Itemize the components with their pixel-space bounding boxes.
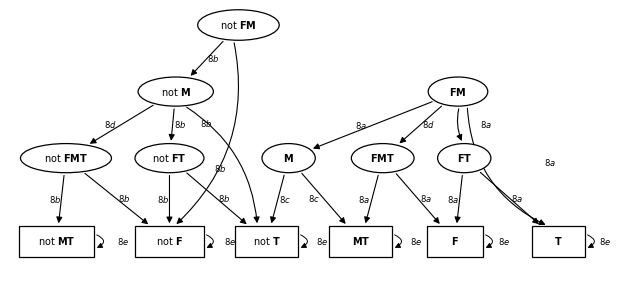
Text: $\mathit{8a}$: $\mathit{8a}$ (420, 193, 431, 204)
FancyBboxPatch shape (330, 226, 392, 257)
Ellipse shape (198, 10, 279, 40)
Text: $\mathit{8e}$: $\mathit{8e}$ (224, 236, 236, 247)
Ellipse shape (135, 143, 204, 173)
Text: $\mathit{8b}$: $\mathit{8b}$ (118, 193, 131, 204)
Text: $\mathit{8d}$: $\mathit{8d}$ (422, 119, 435, 130)
Text: $\mathbf{FT}$: $\mathbf{FT}$ (456, 152, 472, 164)
Text: not $\mathbf{FT}$: not $\mathbf{FT}$ (152, 152, 187, 164)
Text: $\mathit{8a}$: $\mathit{8a}$ (479, 119, 492, 130)
Text: $\mathit{8a}$: $\mathit{8a}$ (358, 194, 371, 205)
Text: $\mathit{8b}$: $\mathit{8b}$ (207, 53, 219, 64)
Text: $\mathit{8c}$: $\mathit{8c}$ (308, 193, 320, 204)
Text: $\mathit{8b}$: $\mathit{8b}$ (174, 119, 186, 130)
Text: $\mathbf{FMT}$: $\mathbf{FMT}$ (370, 152, 396, 164)
Text: not $\mathbf{MT}$: not $\mathbf{MT}$ (38, 235, 76, 247)
Text: not $\mathbf{FMT}$: not $\mathbf{FMT}$ (44, 152, 88, 164)
Text: $\mathit{8a}$: $\mathit{8a}$ (355, 120, 367, 131)
Text: $\mathit{8e}$: $\mathit{8e}$ (316, 236, 328, 247)
Ellipse shape (428, 77, 488, 106)
Text: $\mathit{8d}$: $\mathit{8d}$ (104, 119, 116, 130)
Text: not $\mathbf{F}$: not $\mathbf{F}$ (156, 235, 183, 247)
Text: $\mathit{8b}$: $\mathit{8b}$ (214, 163, 227, 174)
Text: $\mathbf{F}$: $\mathbf{F}$ (451, 235, 459, 247)
Text: $\mathit{8b}$: $\mathit{8b}$ (49, 194, 61, 205)
Text: $\mathit{8a}$: $\mathit{8a}$ (511, 193, 523, 204)
FancyBboxPatch shape (135, 226, 204, 257)
Text: $\mathit{8b}$: $\mathit{8b}$ (157, 194, 170, 205)
Text: not $\mathbf{FM}$: not $\mathbf{FM}$ (220, 19, 257, 31)
FancyBboxPatch shape (532, 226, 585, 257)
Text: not $\mathbf{T}$: not $\mathbf{T}$ (253, 235, 280, 247)
FancyBboxPatch shape (427, 226, 483, 257)
Text: $\mathit{8c}$: $\mathit{8c}$ (280, 194, 291, 205)
Ellipse shape (438, 143, 491, 173)
Text: $\mathbf{T}$: $\mathbf{T}$ (554, 235, 563, 247)
Ellipse shape (262, 143, 316, 173)
Text: $\mathit{8b}$: $\mathit{8b}$ (200, 118, 212, 129)
Text: $\mathit{8a}$: $\mathit{8a}$ (447, 194, 460, 205)
Text: $\mathbf{M}$: $\mathbf{M}$ (284, 152, 294, 164)
Text: $\mathbf{MT}$: $\mathbf{MT}$ (351, 235, 370, 247)
Ellipse shape (20, 143, 111, 173)
Text: $\mathit{8e}$: $\mathit{8e}$ (116, 236, 129, 247)
Text: $\mathit{8a}$: $\mathit{8a}$ (545, 157, 556, 168)
Text: $\mathit{8b}$: $\mathit{8b}$ (218, 193, 230, 204)
Text: $\mathbf{FM}$: $\mathbf{FM}$ (449, 85, 467, 98)
Ellipse shape (351, 143, 414, 173)
Text: $\mathit{8e}$: $\mathit{8e}$ (410, 236, 422, 247)
Text: $\mathit{8e}$: $\mathit{8e}$ (499, 236, 511, 247)
Ellipse shape (138, 77, 213, 106)
Text: $\mathit{8e}$: $\mathit{8e}$ (599, 236, 611, 247)
Text: not $\mathbf{M}$: not $\mathbf{M}$ (161, 85, 191, 98)
FancyBboxPatch shape (19, 226, 94, 257)
FancyBboxPatch shape (236, 226, 298, 257)
